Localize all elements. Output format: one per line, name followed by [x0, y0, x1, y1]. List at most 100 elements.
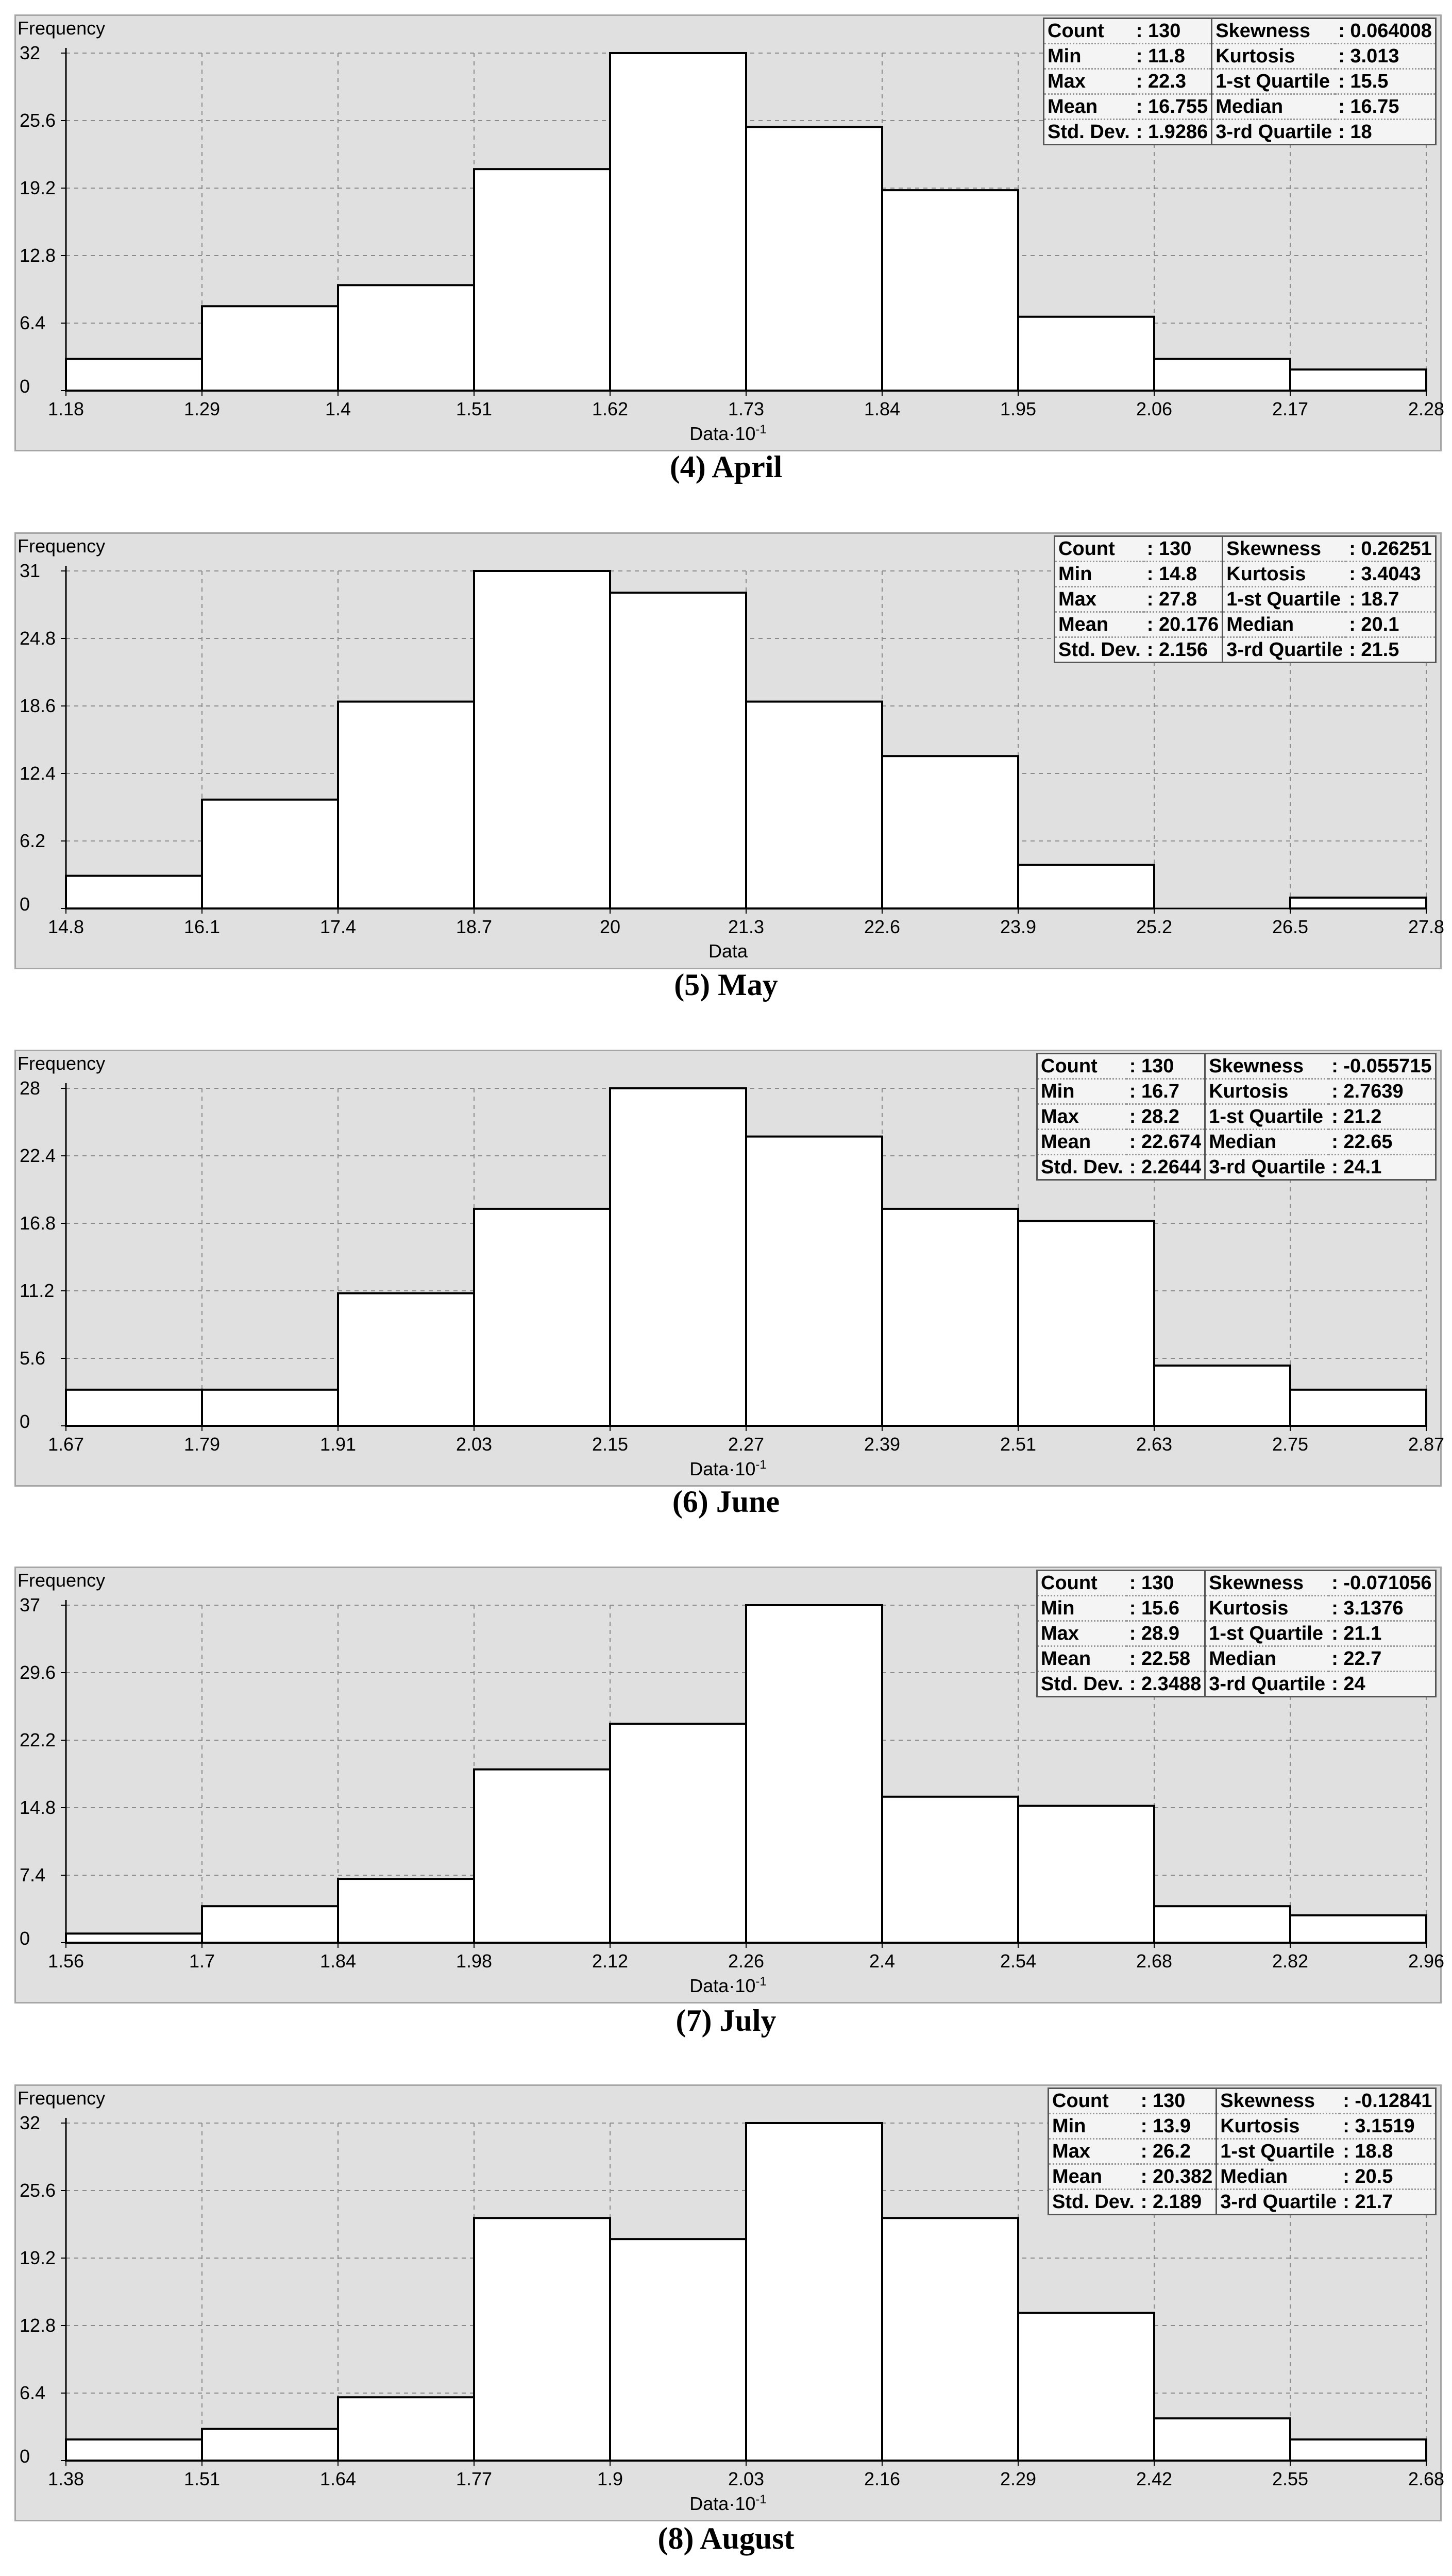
- stat-value: : 2.189: [1140, 2191, 1202, 2213]
- x-tick-label: 26.5: [1272, 916, 1308, 937]
- stat-value: : 26.2: [1137, 2139, 1217, 2165]
- histogram-bar: [65, 874, 203, 910]
- stat-value: : 22.3: [1133, 69, 1212, 95]
- x-tick-label: 2.4: [869, 1950, 895, 1972]
- x-tick-label: 1.4: [325, 398, 351, 419]
- histogram-bar: [201, 798, 339, 910]
- stat-name: Median: [1204, 1129, 1329, 1155]
- stat-name: 1-st Quartile: [1204, 1621, 1329, 1647]
- y-tick-label: 12.8: [20, 245, 56, 266]
- x-tick-label: 1.95: [1000, 398, 1036, 419]
- x-tick-label: 2.55: [1272, 2468, 1308, 2489]
- stat-name: Std. Dev.: [1058, 639, 1141, 661]
- y-tick-label: 25.6: [20, 110, 56, 131]
- stat-value: : 28.9: [1126, 1621, 1205, 1647]
- stat-name: Max: [1055, 586, 1144, 613]
- histogram-bar: [1289, 2438, 1427, 2462]
- x-tick-label: 1.18: [48, 398, 84, 419]
- histogram-bar: [201, 1905, 339, 1944]
- stat-value: : 16.755: [1133, 94, 1212, 120]
- y-axis-label: Frequency: [18, 535, 106, 557]
- y-tick-label: 25.6: [20, 2180, 56, 2201]
- stat-value: : 15.6: [1126, 1595, 1205, 1622]
- histogram-bar: [337, 700, 475, 910]
- stat-name: Median: [1222, 612, 1346, 638]
- histogram-bar: [881, 755, 1019, 910]
- chart-caption: (7) July: [676, 2003, 776, 2038]
- x-tick-label: 2.75: [1272, 1434, 1308, 1455]
- stat-value: : 18.7: [1346, 586, 1435, 613]
- x-tick-label: 1.79: [184, 1434, 220, 1455]
- stat-name: Std. Dev.: [1052, 2191, 1135, 2213]
- stat-value: : 20.382: [1137, 2164, 1217, 2190]
- stat-value: : 2.7639: [1328, 1079, 1435, 1105]
- x-tick-label: 21.3: [728, 916, 764, 937]
- stat-value: : 14.8: [1143, 561, 1223, 587]
- histogram-plot: 0 6.4 12.8 19.2 25.6 32 1.38 1.51 1.64 1.77 1.9 2.0…: [20, 2112, 1444, 2489]
- x-tick-label: 27.8: [1408, 916, 1444, 937]
- stat-value: : 21.1: [1328, 1621, 1435, 1647]
- x-tick-label: 2.68: [1408, 2468, 1444, 2489]
- statistics-box: Count: 130 Skewness: -0.071056 Min: 15.6 Ku…: [1036, 1570, 1437, 1697]
- y-tick-label: 24.8: [20, 628, 56, 649]
- histogram-bar: [1017, 1805, 1155, 1944]
- histogram-bar: [745, 1604, 883, 1944]
- x-tick-label: 2.51: [1000, 1434, 1036, 1455]
- x-tick-label: 1.51: [184, 2468, 220, 2489]
- histogram-bar: [745, 2122, 883, 2462]
- y-axis-label: Frequency: [18, 1053, 106, 1074]
- x-axis-label-exponent: -1: [755, 1975, 767, 1989]
- y-tick-label: 16.8: [20, 1213, 56, 1234]
- stat-value: : -0.12841: [1340, 2089, 1436, 2114]
- y-tick-label: 12.4: [20, 763, 56, 784]
- x-tick-label: 2.29: [1000, 2468, 1036, 2489]
- stat-value: : 130: [1143, 537, 1223, 562]
- histogram-panel: Frequency 0 6.4 12.8 19.2 25.6 32 1.18 1.29 1.4 1.…: [14, 14, 1444, 451]
- histogram-bar: [65, 2438, 203, 2462]
- stat-value: : 15.5: [1335, 69, 1435, 95]
- y-axis-label: Frequency: [18, 2087, 106, 2109]
- y-tick-label: 0: [20, 1928, 30, 1949]
- x-tick-label: 2.96: [1408, 1950, 1444, 1972]
- y-tick-label: 29.6: [20, 1662, 56, 1683]
- stat-name: Std. Dev.: [1048, 121, 1130, 143]
- x-tick-label: 2.63: [1136, 1434, 1172, 1455]
- stat-name: Kurtosis: [1222, 561, 1346, 587]
- stat-value: : 130: [1133, 19, 1212, 44]
- histogram-bar: [337, 1292, 475, 1427]
- histogram-bar: [65, 1388, 203, 1427]
- y-tick-label: 14.8: [20, 1797, 56, 1818]
- x-tick-label: 2.28: [1408, 398, 1444, 419]
- histogram-bar: [881, 1795, 1019, 1944]
- statistics-box: Count: 130 Skewness: 0.26251 Min: 14.8 Kurt…: [1054, 535, 1437, 663]
- x-tick-label: 1.7: [189, 1950, 215, 1972]
- stat-value: : 130: [1126, 1571, 1205, 1596]
- stat-name: Std. Dev.: [1041, 1673, 1123, 1695]
- x-tick-label: 2.16: [864, 2468, 900, 2489]
- stat-name: Mean: [1049, 2164, 1138, 2190]
- x-tick-label: 1.38: [48, 2468, 84, 2489]
- histogram-bar: [65, 358, 203, 392]
- x-tick-label: 1.51: [456, 398, 492, 419]
- x-tick-label: 1.64: [320, 2468, 356, 2489]
- histogram-bar: [1289, 1388, 1427, 1427]
- chart-caption: (4) April: [669, 450, 783, 484]
- stat-value: : 22.674: [1126, 1129, 1205, 1155]
- chart-caption: (8) August: [657, 2521, 795, 2555]
- stat-name: Mean: [1055, 612, 1144, 638]
- stat-value: : 22.7: [1328, 1646, 1435, 1672]
- x-axis-label: Data·10-1: [14, 2493, 1442, 2515]
- stat-value: : 18.8: [1340, 2139, 1436, 2165]
- x-tick-label: 25.2: [1136, 916, 1172, 937]
- y-tick-label: 5.6: [20, 1348, 45, 1369]
- histogram-bar: [609, 52, 747, 392]
- stat-value: : 3.4043: [1346, 561, 1435, 587]
- x-axis-label: Data·10-1: [14, 1458, 1442, 1480]
- histogram-bar: [881, 189, 1019, 392]
- stat-value: : 130: [1126, 1054, 1205, 1080]
- stat-name: Kurtosis: [1211, 43, 1336, 70]
- stat-value: : 24.1: [1331, 1156, 1382, 1178]
- y-tick-label: 0: [20, 1411, 30, 1432]
- y-tick-label: 22.2: [20, 1729, 56, 1750]
- stat-name: 1-st Quartile: [1204, 1104, 1329, 1130]
